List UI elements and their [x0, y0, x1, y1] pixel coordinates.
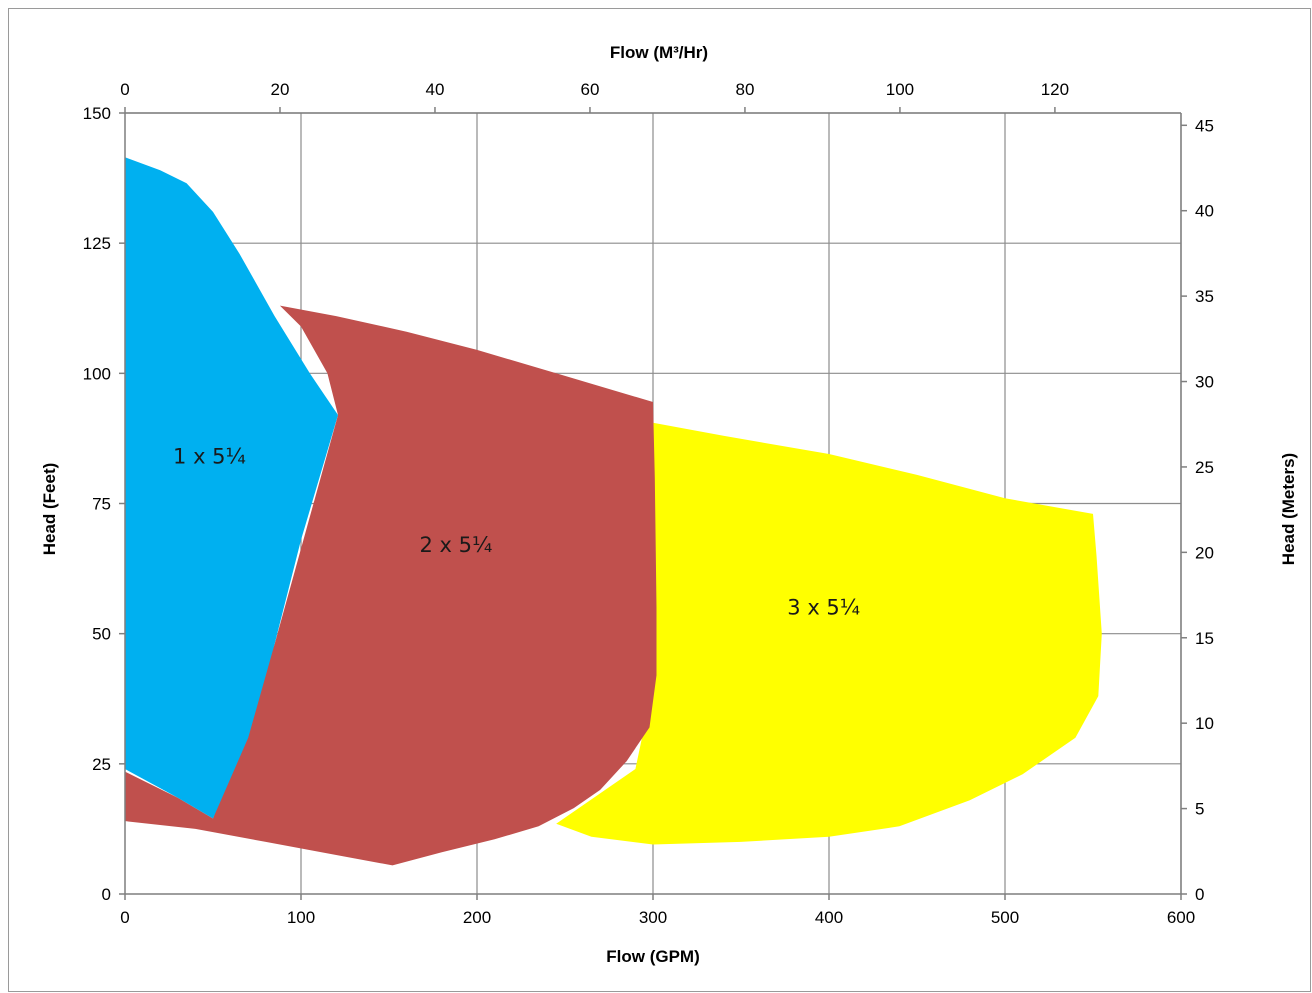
y-tick-label-right: 20 [1195, 543, 1214, 562]
x-tick-label-bottom: 100 [287, 908, 315, 927]
performance-regions [125, 157, 1102, 866]
x-tick-label-top: 100 [886, 80, 914, 99]
x-tick-label-bottom: 400 [815, 908, 843, 927]
axes [119, 107, 1187, 900]
y-axis-title-right: Head (Meters) [1279, 453, 1298, 565]
x-tick-label-top: 20 [271, 80, 290, 99]
x-tick-label-bottom: 500 [991, 908, 1019, 927]
region-1-x-5- [125, 157, 338, 819]
y-tick-label-right: 0 [1195, 885, 1204, 904]
region-labels: 1 x 5¼ 2 x 5¼ 3 x 5¼ [173, 445, 860, 620]
y-tick-label-left: 75 [92, 495, 111, 514]
region-2-x-5- [125, 305, 657, 866]
y-tick-label-right: 45 [1195, 116, 1214, 135]
y-tick-label-right: 10 [1195, 714, 1214, 733]
x-axis-title-bottom: Flow (GPM) [606, 947, 699, 966]
x-tick-label-top: 120 [1041, 80, 1069, 99]
x-tick-label-top: 80 [735, 80, 754, 99]
x-tick-label-bottom: 0 [120, 908, 129, 927]
x-tick-label-bottom: 600 [1167, 908, 1195, 927]
x-axis-title-top: Flow (M³/Hr) [610, 43, 708, 62]
y-tick-label-left: 25 [92, 755, 111, 774]
y-tick-label-left: 100 [83, 364, 111, 383]
x-tick-label-top: 0 [120, 80, 129, 99]
x-tick-label-bottom: 300 [639, 908, 667, 927]
region-label: 3 x 5¼ [787, 596, 860, 620]
region-label: 2 x 5¼ [419, 533, 492, 557]
y-axis-title-left: Head (Feet) [40, 463, 59, 556]
y-tick-label-left: 125 [83, 234, 111, 253]
y-tick-label-right: 35 [1195, 287, 1214, 306]
y-tick-label-right: 25 [1195, 458, 1214, 477]
y-tick-label-right: 30 [1195, 373, 1214, 392]
y-tick-label-right: 15 [1195, 629, 1214, 648]
x-tick-label-bottom: 200 [463, 908, 491, 927]
region-3-x-5- [556, 422, 1102, 845]
chart-frame: 0 100 200 300 400 500 600 0 20 40 60 80 100 120 0 25 50 7… [8, 8, 1311, 992]
region-label: 1 x 5¼ [173, 445, 246, 469]
x-tick-label-top: 40 [426, 80, 445, 99]
x-tick-label-top: 60 [580, 80, 599, 99]
y-tick-label-right: 5 [1195, 800, 1204, 819]
y-tick-label-left: 0 [102, 885, 111, 904]
y-tick-label-right: 40 [1195, 202, 1214, 221]
y-tick-label-left: 50 [92, 625, 111, 644]
y-tick-label-left: 150 [83, 104, 111, 123]
